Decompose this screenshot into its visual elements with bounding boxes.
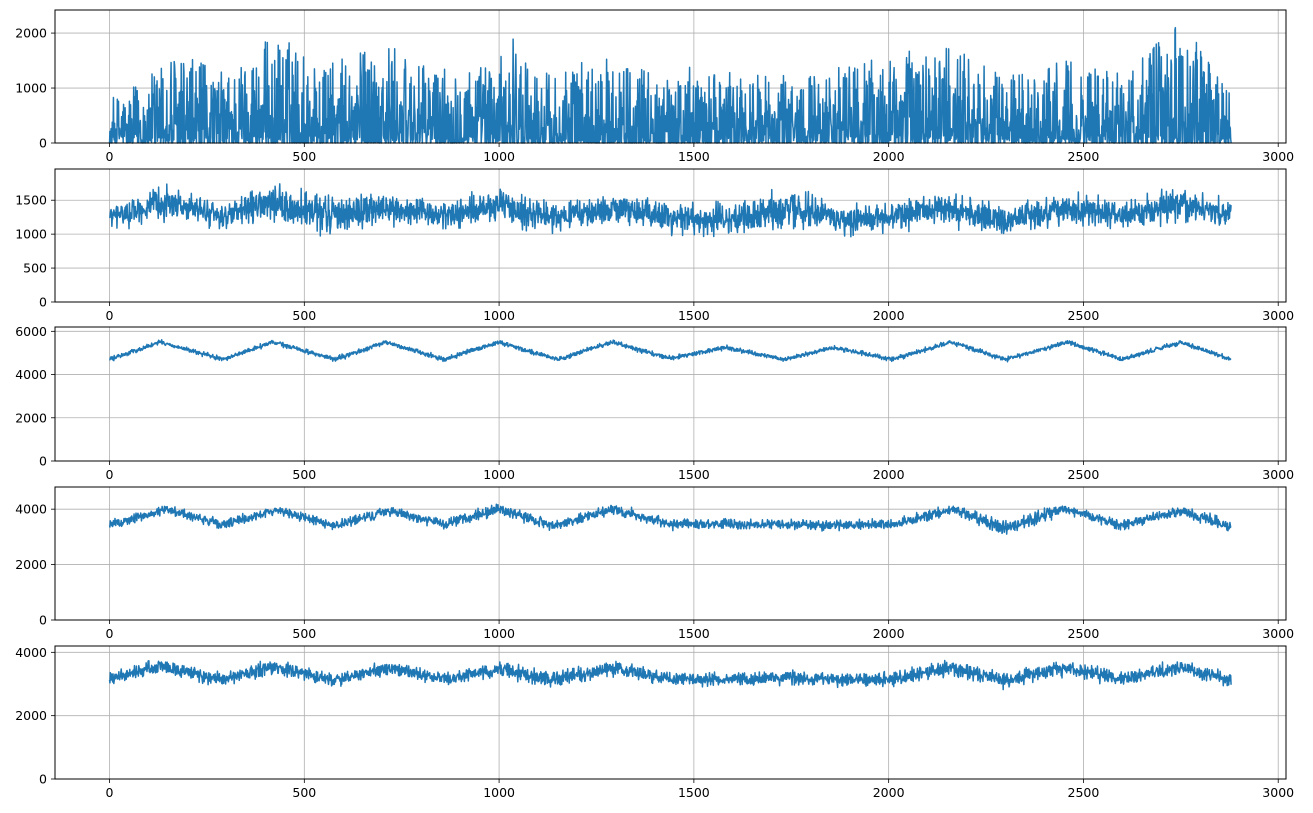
x-tick-label: 500	[292, 626, 316, 641]
y-tick-label: 0	[39, 772, 47, 787]
x-tick-label: 0	[106, 149, 114, 164]
subplot-1: 0 500 1000 1500 2000 2500 3000 0 1000 2000	[15, 9, 1294, 164]
y-tick-label: 2000	[15, 26, 47, 41]
subplot-3: 0 500 1000 1500 2000 2500 3000 0 2000 4000 6000	[15, 324, 1294, 482]
subplot-5: 0 500 1000 1500 2000 2500 3000 0 2000 4000	[15, 645, 1294, 800]
y-tick-label: 4000	[15, 645, 47, 660]
x-tick-label: 1000	[483, 785, 515, 800]
series-line	[108, 503, 1232, 535]
x-tick-label: 3000	[1262, 785, 1294, 800]
y-tick-label: 0	[39, 454, 47, 469]
x-tick-label: 3000	[1262, 149, 1294, 164]
x-tick-label: 500	[292, 785, 316, 800]
axes-frame	[54, 645, 1287, 780]
x-tick-label: 3000	[1262, 626, 1294, 641]
x-tick-label: 2500	[1068, 149, 1100, 164]
y-tick-label: 4000	[15, 502, 47, 517]
subplot-2: 0 500 1000 1500 2000 2500 3000 0 500 1000 1500	[15, 168, 1294, 323]
x-tick-label: 2000	[873, 308, 905, 323]
x-tick-label: 2000	[873, 149, 905, 164]
x-tick-label: 0	[106, 308, 114, 323]
x-tick-label: 1000	[483, 467, 515, 482]
x-tick-label: 1000	[483, 308, 515, 323]
x-tick-label: 1500	[678, 149, 710, 164]
y-tick-label: 0	[39, 136, 47, 151]
x-tick-label: 1500	[678, 308, 710, 323]
x-tick-label: 2000	[873, 467, 905, 482]
y-tick-label: 2000	[15, 557, 47, 572]
axes-frame	[54, 326, 1287, 462]
axes-frame	[54, 168, 1287, 303]
x-tick-label: 0	[106, 785, 114, 800]
x-tick-label: 2500	[1068, 785, 1100, 800]
x-tick-label: 1000	[483, 626, 515, 641]
x-tick-label: 3000	[1262, 467, 1294, 482]
y-tick-label: 0	[39, 613, 47, 628]
y-tick-label: 1000	[15, 227, 47, 242]
y-tick-label: 4000	[15, 367, 47, 382]
x-tick-label: 1000	[483, 149, 515, 164]
x-tick-label: 500	[292, 308, 316, 323]
y-tick-label: 1000	[15, 81, 47, 96]
x-tick-label: 500	[292, 149, 316, 164]
x-tick-label: 2000	[873, 626, 905, 641]
x-tick-label: 2500	[1068, 626, 1100, 641]
y-tick-label: 6000	[15, 324, 47, 339]
x-tick-label: 1500	[678, 467, 710, 482]
series-line	[108, 183, 1232, 238]
x-tick-label: 500	[292, 467, 316, 482]
x-tick-label: 0	[106, 626, 114, 641]
x-tick-label: 2000	[873, 785, 905, 800]
x-tick-label: 0	[106, 467, 114, 482]
x-tick-label: 3000	[1262, 308, 1294, 323]
axes-frame	[54, 9, 1287, 144]
y-tick-label: 500	[23, 261, 47, 276]
y-tick-label: 2000	[15, 708, 47, 723]
subplot-4: 0 500 1000 1500 2000 2500 3000 0 2000 4000	[15, 486, 1294, 641]
y-tick-label: 1500	[15, 193, 47, 208]
x-tick-label: 2500	[1068, 467, 1100, 482]
x-tick-label: 1500	[678, 626, 710, 641]
series-line	[109, 339, 1232, 363]
x-tick-label: 1500	[678, 785, 710, 800]
series-line	[108, 659, 1232, 691]
y-tick-label: 2000	[15, 410, 47, 425]
axes-frame	[54, 486, 1287, 621]
y-tick-label: 0	[39, 295, 47, 310]
x-tick-label: 2500	[1068, 308, 1100, 323]
series-line	[108, 26, 1232, 144]
